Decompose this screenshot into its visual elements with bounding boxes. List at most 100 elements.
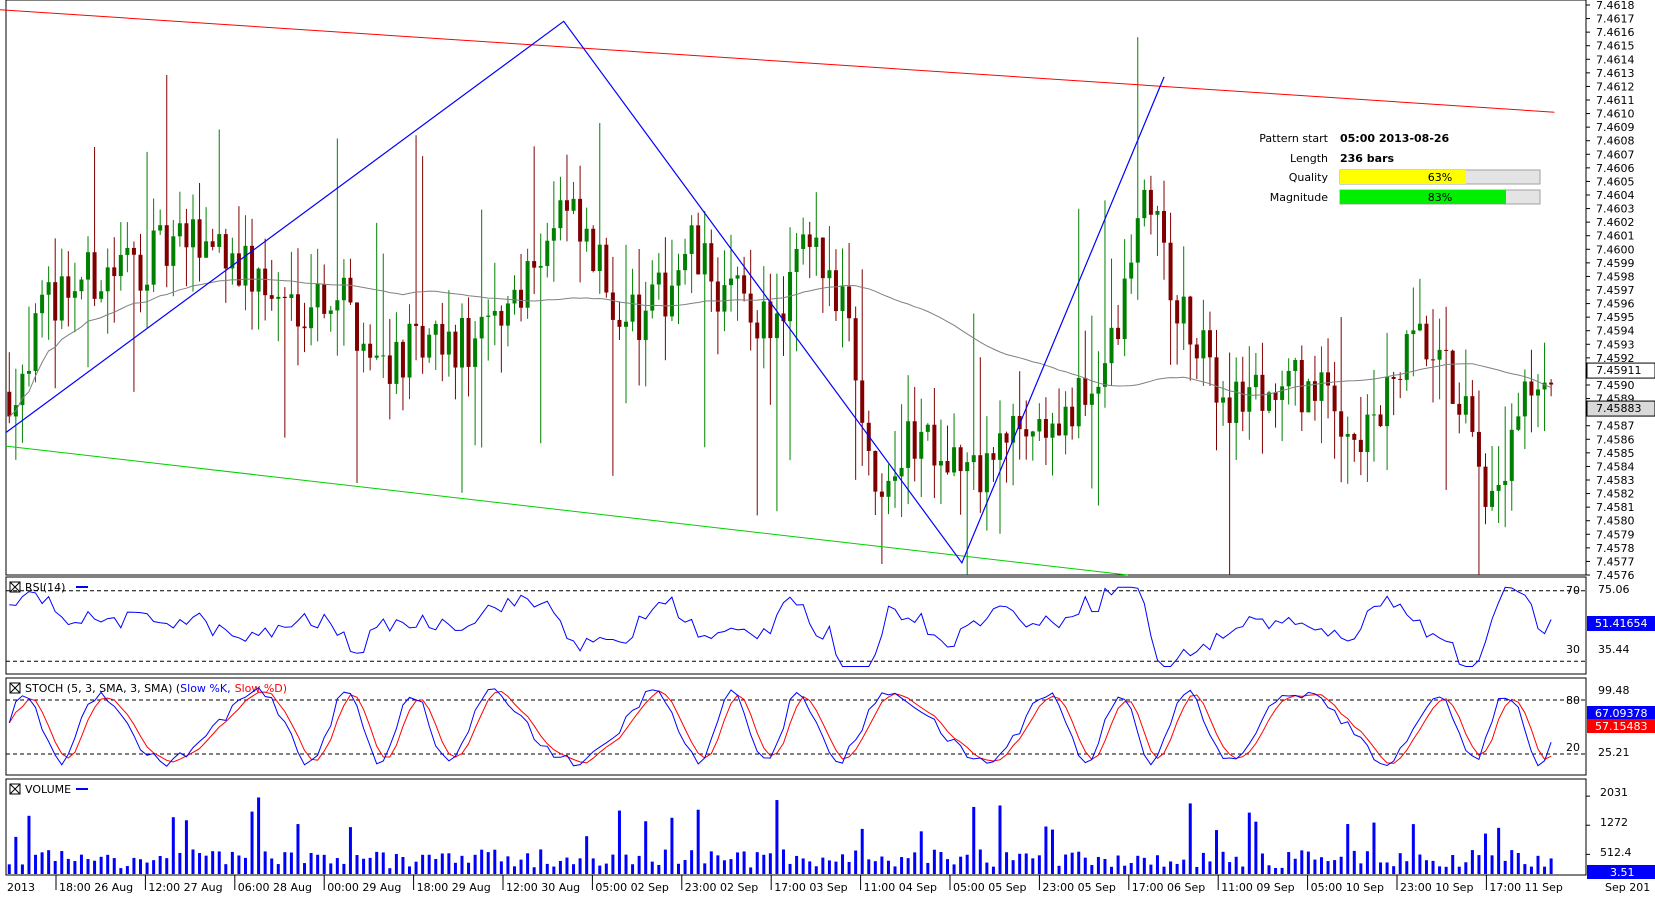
candle-body bbox=[1358, 439, 1363, 453]
volume-bar bbox=[342, 863, 346, 874]
time-tick-label: 06:00 28 Aug bbox=[238, 881, 312, 894]
candle-body bbox=[33, 313, 38, 371]
volume-bar bbox=[20, 864, 24, 874]
candle-body bbox=[1030, 431, 1035, 437]
candle-body bbox=[1234, 381, 1239, 423]
candle-body bbox=[210, 241, 215, 247]
candle-body bbox=[774, 313, 779, 339]
rsi-current-value: 51.41654 bbox=[1595, 617, 1648, 630]
candle-body bbox=[1050, 423, 1055, 438]
time-tick-label: 00:00 29 Aug bbox=[327, 881, 401, 894]
candle-body bbox=[1437, 349, 1442, 360]
volume-bar bbox=[591, 858, 595, 874]
candle-body bbox=[761, 301, 766, 339]
volume-bar bbox=[1195, 866, 1199, 874]
candle-body bbox=[1391, 376, 1396, 379]
candle-body bbox=[1011, 416, 1016, 443]
volume-bar bbox=[1018, 853, 1022, 874]
candle-body bbox=[414, 323, 419, 326]
candle-body bbox=[1470, 396, 1475, 432]
volume-bar bbox=[1372, 822, 1376, 874]
pattern-zigzag-line bbox=[5, 20, 1165, 565]
quality-value: 63% bbox=[1428, 171, 1452, 184]
volume-bar bbox=[565, 857, 569, 874]
price-tick-label: 7.4583 bbox=[1596, 474, 1635, 487]
candle-body bbox=[545, 240, 550, 266]
candle-body bbox=[1326, 372, 1331, 386]
price-axis: 7.46187.46177.46167.46157.46147.46137.46… bbox=[1586, 0, 1655, 582]
volume-bar bbox=[762, 854, 766, 874]
candle-body bbox=[1188, 296, 1193, 345]
rsi-top-label: 75.06 bbox=[1598, 583, 1630, 596]
volume-bar bbox=[867, 859, 871, 874]
volume-bar bbox=[453, 862, 457, 874]
volume-bar bbox=[965, 854, 969, 874]
volume-bar bbox=[1333, 860, 1337, 874]
candle-body bbox=[1109, 327, 1114, 364]
candle-body bbox=[768, 301, 773, 339]
candle-body bbox=[794, 248, 799, 272]
volume-bar bbox=[683, 860, 687, 874]
volume-bar bbox=[952, 864, 956, 874]
candle-body bbox=[1490, 490, 1495, 507]
price-tick-label: 7.4602 bbox=[1596, 216, 1635, 229]
rsi-level-upper-label: 70 bbox=[1566, 584, 1580, 597]
price-tick-label: 7.4579 bbox=[1596, 528, 1635, 541]
support-line bbox=[5, 445, 1128, 576]
price-tick-label: 7.4594 bbox=[1596, 325, 1635, 338]
volume-bar bbox=[1103, 858, 1107, 874]
volume-bar bbox=[1529, 866, 1533, 874]
candle-body bbox=[912, 421, 917, 459]
volume-bar bbox=[893, 866, 897, 874]
candle-body bbox=[473, 338, 478, 367]
volume-bar bbox=[716, 855, 720, 874]
time-tick-label: 17:00 11 Sep bbox=[1489, 881, 1562, 894]
candle-body bbox=[79, 279, 84, 292]
volume-bar bbox=[165, 858, 169, 874]
time-tick-label: Sep 201 bbox=[1605, 881, 1650, 894]
volume-bar bbox=[1516, 852, 1520, 874]
volume-bar bbox=[355, 855, 359, 874]
candle-body bbox=[164, 225, 169, 266]
rsi-current-badge bbox=[1587, 616, 1655, 631]
time-tick-label: 05:00 02 Sep bbox=[595, 881, 668, 894]
stoch-label-paren: ( bbox=[172, 682, 180, 695]
volume-bar bbox=[1503, 860, 1507, 874]
candle-body bbox=[1162, 210, 1167, 243]
time-tick-label: 17:00 03 Sep bbox=[774, 881, 847, 894]
volume-bar bbox=[1379, 862, 1383, 874]
candle-body bbox=[1004, 433, 1009, 443]
stoch-k-line bbox=[8, 686, 1552, 767]
candle-body bbox=[1306, 381, 1311, 413]
volume-bar bbox=[572, 864, 576, 874]
candle-body bbox=[204, 241, 209, 258]
candle-body bbox=[190, 219, 195, 248]
volume-bar bbox=[60, 851, 64, 874]
candle-body bbox=[1227, 397, 1232, 423]
price-tick-label: 7.4576 bbox=[1596, 569, 1635, 582]
volume-bar bbox=[663, 849, 667, 874]
volume-bar bbox=[1549, 858, 1553, 874]
volume-bar bbox=[1037, 855, 1041, 874]
volume-bar bbox=[204, 855, 208, 874]
time-axis: 2013 18:00 26 Aug 12:00 27 Aug 06:00 28 Aug… bbox=[7, 875, 1650, 894]
candle-body bbox=[564, 200, 569, 211]
volume-bar bbox=[880, 856, 884, 874]
candle-body bbox=[7, 391, 12, 417]
candle-body bbox=[1450, 350, 1455, 404]
volume-bar bbox=[755, 852, 759, 874]
candle-body bbox=[1509, 429, 1514, 481]
volume-bar bbox=[112, 858, 116, 874]
rsi-collapse-x bbox=[9, 581, 21, 593]
candle-body bbox=[59, 276, 64, 321]
candle-body bbox=[1037, 419, 1042, 432]
candle-body bbox=[1286, 370, 1291, 387]
volume-bar bbox=[270, 858, 274, 874]
rsi-pane-frame bbox=[5, 576, 1587, 675]
candle-body bbox=[591, 228, 596, 272]
volume-bar bbox=[158, 856, 162, 874]
volume-bar bbox=[808, 861, 812, 874]
price-tick-label: 7.4597 bbox=[1596, 284, 1635, 297]
price-tick-label: 7.4601 bbox=[1596, 230, 1635, 243]
volume-bar bbox=[53, 860, 57, 874]
